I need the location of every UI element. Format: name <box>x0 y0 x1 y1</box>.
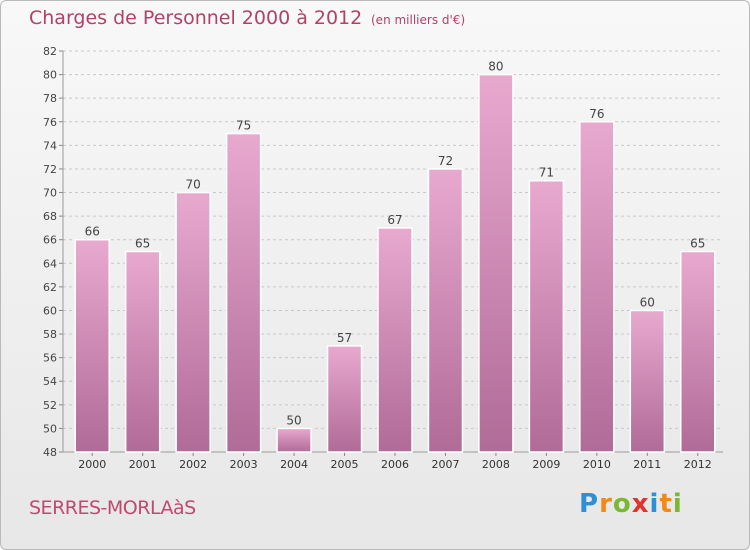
bar-value-label: 66 <box>85 225 100 239</box>
y-tick-label: 66 <box>43 234 57 247</box>
x-tick-label: 2008 <box>482 458 510 471</box>
bar-value-label: 76 <box>589 107 604 121</box>
bar <box>74 238 110 453</box>
logo-letter: r <box>599 489 613 519</box>
proxiti-logo: Proxiti <box>579 489 683 519</box>
bar <box>225 132 262 453</box>
logo-letter: o <box>612 489 632 519</box>
y-tick-label: 48 <box>43 446 57 459</box>
bar <box>124 250 161 453</box>
bar <box>276 427 312 453</box>
bar-value-label: 72 <box>438 154 453 168</box>
y-tick-label: 54 <box>43 375 57 388</box>
x-tick-label: 2005 <box>331 458 359 471</box>
y-tick-label: 62 <box>43 281 57 294</box>
bar-layer: 66 65 70 75 50 57 67 72 80 71 76 60 65 <box>74 60 716 453</box>
y-tick-label: 72 <box>43 163 57 176</box>
y-tick-label: 78 <box>43 92 57 105</box>
bar <box>629 309 666 453</box>
chart-subtitle: (en milliers d'€) <box>371 13 466 27</box>
bar <box>427 168 464 453</box>
bar <box>528 179 565 453</box>
x-tick-label: 2009 <box>532 458 560 471</box>
y-tick-label: 76 <box>43 116 57 129</box>
bar-value-label: 50 <box>286 413 301 427</box>
y-tick-label: 70 <box>43 187 57 200</box>
x-tick-label: 2007 <box>431 458 459 471</box>
logo-letter: P <box>579 489 600 519</box>
bar-value-label: 60 <box>640 295 655 309</box>
y-tick-label: 56 <box>43 352 57 365</box>
bar-value-label: 67 <box>387 213 402 227</box>
y-tick-label: 50 <box>43 422 57 435</box>
y-tick-label: 52 <box>43 399 57 412</box>
y-tick-label: 74 <box>43 139 57 152</box>
chart-title: Charges de Personnel 2000 à 2012 <box>29 7 363 29</box>
x-tick-label: 2001 <box>129 458 157 471</box>
x-tick-label: 2000 <box>78 458 106 471</box>
y-tick-label: 60 <box>43 304 57 317</box>
y-tick-label: 68 <box>43 210 57 223</box>
bar-value-label: 71 <box>539 166 554 180</box>
bar <box>326 345 363 453</box>
y-tick-label: 80 <box>43 69 57 82</box>
y-tick-label: 82 <box>43 45 57 58</box>
x-tick-label: 2004 <box>280 458 308 471</box>
x-tick-label: 2003 <box>230 458 258 471</box>
logo-letter: i <box>672 489 683 519</box>
x-tick-label: 2011 <box>633 458 661 471</box>
bar <box>175 191 211 453</box>
bar-value-label: 57 <box>337 331 352 345</box>
commune-name: SERRES-MORLAàS <box>29 497 196 519</box>
x-tick-label: 2002 <box>179 458 207 471</box>
logo-letter: x <box>631 489 650 519</box>
y-tick-label: 58 <box>43 328 57 341</box>
logo-letter: i <box>649 489 660 519</box>
bar <box>579 121 615 453</box>
x-tick-label: 2012 <box>684 458 712 471</box>
x-tick-label: 2006 <box>381 458 409 471</box>
logo-letter: t <box>659 489 673 519</box>
bar-value-label: 80 <box>488 60 503 74</box>
bar <box>680 250 716 453</box>
bar-value-label: 75 <box>236 119 251 133</box>
y-tick-label: 64 <box>43 257 57 270</box>
bar <box>478 73 514 453</box>
bar-value-label: 70 <box>186 178 201 192</box>
bar <box>377 227 413 453</box>
x-tick-label: 2010 <box>583 458 611 471</box>
bar-value-label: 65 <box>135 237 150 251</box>
bar-value-label: 65 <box>690 237 705 251</box>
